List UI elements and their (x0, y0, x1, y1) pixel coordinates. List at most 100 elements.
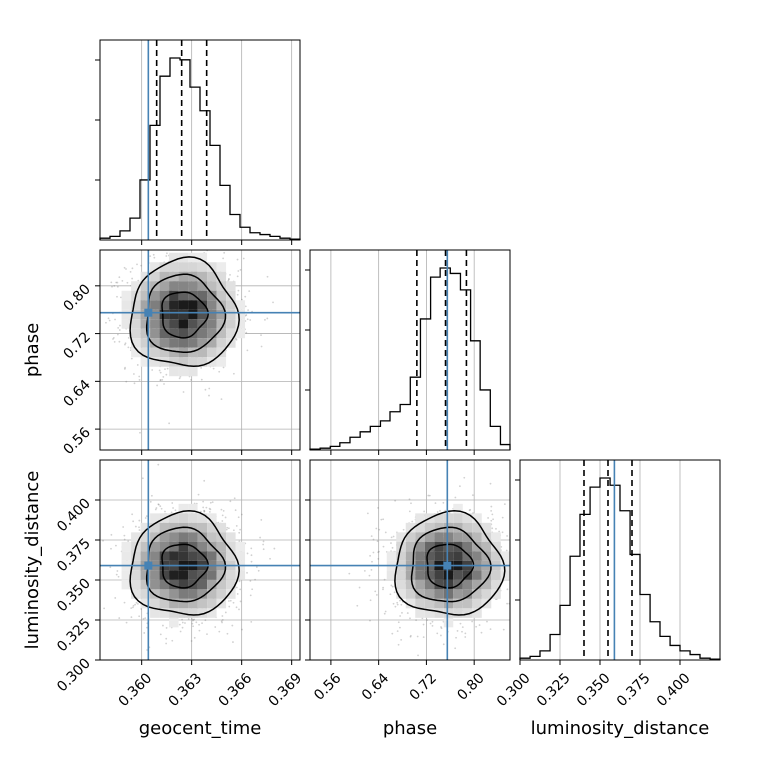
scatter-point (127, 336, 130, 339)
density-cell (415, 551, 425, 561)
scatter-point (172, 507, 174, 509)
scatter-point (429, 622, 432, 625)
scatter-point (506, 588, 509, 591)
scatter-point (423, 510, 426, 513)
scatter-point (136, 364, 139, 366)
scatter-point (524, 598, 526, 600)
scatter-point (221, 618, 224, 621)
scatter-point (226, 526, 229, 529)
scatter-point (490, 519, 493, 522)
scatter-point (162, 624, 164, 627)
scatter-point (138, 615, 141, 618)
scatter-point (521, 515, 523, 517)
scatter-point (390, 584, 393, 587)
density-cell (178, 503, 189, 514)
scatter-point (189, 246, 191, 248)
density-cell (443, 617, 454, 628)
scatter-point (239, 268, 242, 271)
density-cell (121, 290, 132, 301)
scatter-point (132, 606, 134, 609)
density-cell (159, 570, 170, 580)
density-cell (140, 589, 151, 599)
scatter-point (118, 340, 121, 343)
density-cell (453, 598, 463, 609)
density-cell (216, 338, 227, 348)
scatter-point (227, 527, 230, 530)
scatter-point (125, 268, 127, 270)
scatter-point (140, 607, 143, 610)
density-cell (159, 579, 170, 590)
x-tick-label: 0.80 (454, 670, 487, 703)
scatter-point (135, 601, 138, 604)
x-tick-label: 0.366 (216, 670, 256, 710)
scatter-point (111, 285, 113, 288)
density-cell (188, 357, 198, 367)
density-cell (207, 541, 217, 552)
y-tick-label: 0.375 (54, 536, 94, 576)
scatter-point (159, 505, 162, 508)
scatter-point (118, 329, 121, 331)
scatter-point (250, 554, 253, 557)
scatter-point (226, 632, 229, 635)
scatter-point (397, 643, 400, 646)
density-cell (443, 541, 454, 552)
scatter-point (370, 568, 373, 571)
density-cell (415, 532, 425, 542)
scatter-point (272, 301, 274, 304)
scatter-point (501, 531, 504, 534)
scatter-point (238, 608, 240, 611)
density-cell (216, 319, 227, 329)
scatter-point (204, 619, 207, 622)
scatter-point (260, 345, 263, 348)
density-cell (169, 300, 179, 310)
density-cell (178, 366, 189, 377)
scatter-point (238, 531, 241, 534)
density-cell (188, 300, 198, 310)
scatter-point (249, 594, 252, 597)
scatter-point (109, 566, 112, 569)
scatter-point (498, 530, 501, 533)
scatter-point (440, 634, 442, 637)
density-cell (207, 608, 217, 618)
scatter-point (205, 506, 208, 509)
scatter-point (525, 602, 527, 604)
density-cell (150, 551, 160, 561)
density-cell (150, 271, 160, 282)
density-cell (216, 262, 227, 272)
scatter-point (248, 290, 251, 292)
density-cell (178, 328, 189, 339)
density-cell (150, 347, 160, 358)
density-cell (188, 281, 198, 291)
scatter-point (204, 388, 207, 391)
density-cell (453, 513, 463, 523)
density-cell (453, 589, 463, 599)
density-cell (188, 271, 198, 282)
density-cell (197, 262, 208, 272)
scatter-point (92, 373, 94, 375)
scatter-point (240, 513, 243, 516)
density-cell (226, 532, 236, 542)
density-cell (197, 532, 208, 542)
density-cell (178, 532, 189, 542)
scatter-point (266, 275, 269, 278)
scatter-point (503, 503, 506, 505)
density-cell (491, 541, 501, 552)
scatter-point (203, 510, 206, 512)
density-cell (140, 541, 151, 552)
density-cell (453, 522, 463, 533)
scatter-point (133, 382, 136, 385)
density-cell (207, 281, 217, 291)
scatter-point (137, 279, 140, 282)
density-cell (159, 551, 170, 561)
density-cell (188, 503, 198, 514)
density-cell (207, 532, 217, 542)
scatter-point (113, 340, 116, 343)
density-cell (188, 608, 198, 618)
density-cell (169, 319, 179, 329)
scatter-point (501, 516, 504, 519)
scatter-point (383, 578, 386, 581)
scatter-point (436, 511, 439, 513)
density-cell (216, 598, 227, 609)
density-cell (197, 271, 208, 282)
density-cell (443, 570, 454, 580)
